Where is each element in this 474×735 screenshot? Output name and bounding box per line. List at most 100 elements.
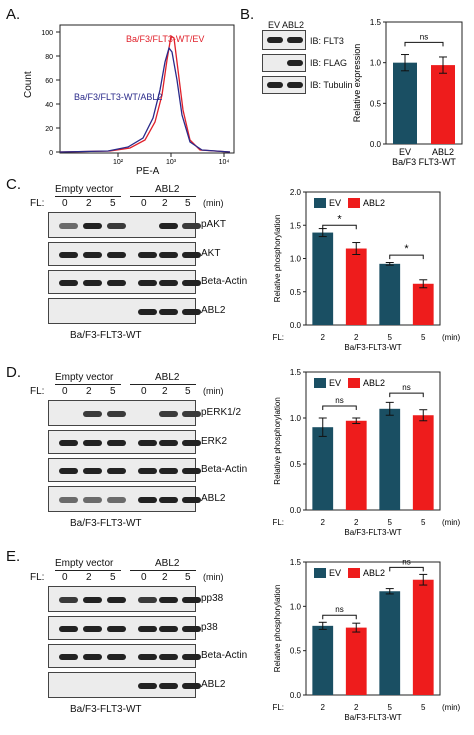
band [83,411,102,417]
bar-abl2-5 [412,283,434,325]
legend-label-abl2: ABL2 [363,198,385,208]
band [182,252,201,258]
y-tick-label: 0.5 [290,460,302,469]
category-label: 5 [388,333,393,342]
blot-label-tubulin: IB: Tubulin [310,80,353,90]
bar-abl2 [431,65,455,144]
blot-p38 [48,616,201,640]
fl-label: FL: [272,333,284,342]
y-tick-label: 1.5 [290,558,302,567]
y-tick-label: 1.5 [290,368,302,377]
sig-bracket [322,224,357,230]
chart-b-frame [385,21,463,145]
y-tick-label: 2.0 [290,188,302,197]
lane-conc: 5 [110,198,116,209]
blot-abl2 [48,298,201,324]
blot-flt3 [262,30,306,50]
bar-ev-5 [379,408,401,510]
unit-label: (min) [203,572,224,582]
lane-conc: 0 [62,198,68,209]
band [182,626,201,632]
band [107,497,126,503]
chart-frame [305,371,441,511]
bar-ev-2 [312,625,334,695]
bar-abl2-2 [345,420,367,510]
band [83,497,102,503]
blot-label: AKT [201,248,221,259]
bar-ev-5 [379,591,401,695]
lane-conc: 5 [185,198,191,209]
band [138,626,157,632]
band [138,683,157,689]
fl-label: FL: [272,518,284,527]
legend-label-abl2: ABL2 [363,378,385,388]
category-label: 2 [354,333,359,342]
band [182,440,201,446]
band [138,654,157,660]
blot-label: Beta-Actin [201,276,248,287]
band [59,497,78,503]
band [59,223,78,229]
chart-frame [305,561,441,696]
blot-akt [48,242,201,266]
band [59,626,78,632]
sig-label: ns [420,32,428,41]
band [182,468,201,474]
header-line-abl2 [130,384,196,385]
band [138,280,157,286]
lane-conc: 0 [62,572,68,583]
band [138,252,157,258]
legend-swatch-abl2 [348,568,360,578]
lane-conc: 0 [141,572,147,583]
band [107,252,126,258]
band [107,223,126,229]
x-tick-label: 10³ [166,159,177,166]
band [107,411,126,417]
y-tick-label: 1.0 [370,59,382,68]
category-label: 2 [321,703,326,712]
blot-label: p38 [201,622,218,633]
y-axis-label: Relative phosphorylation [273,397,282,485]
header-empty-vector: Empty vector [55,372,114,383]
header-line-abl2 [130,570,196,571]
sig-label: ns [335,396,343,405]
unit-label: (min) [442,703,461,712]
sig-label: ns [335,605,343,614]
bar-abl2-5 [412,415,434,510]
x-axis-label: Ba/F3 FLT3-WT [392,157,456,167]
blot-label: pERK1/2 [201,407,242,418]
sig-bracket [389,566,424,572]
band [159,440,178,446]
header-line-abl2 [130,196,196,197]
band [159,683,178,689]
band [159,411,178,417]
lane-conc: 2 [162,198,168,209]
category-label: 2 [321,518,326,527]
blot-label-flt3: IB: FLT3 [310,36,344,46]
panel-d-label: D. [6,364,21,381]
band [159,626,178,632]
band [138,497,157,503]
panel-c-label: C. [6,176,21,193]
lane-conc: 5 [185,572,191,583]
header-abl2: ABL2 [155,558,180,569]
lane-conc: 0 [141,198,147,209]
band [159,468,178,474]
y-tick-label: 1.5 [370,18,382,27]
y-axis-label: Relative phosphorylation [273,215,282,303]
fl-label: FL: [272,703,284,712]
y-tick-label: 0.5 [370,99,382,108]
blot-beta-actin [48,458,201,482]
sig-bracket [322,405,357,411]
lane-conc: 0 [141,386,147,397]
unit-label: (min) [203,198,224,208]
legend-swatch-abl2 [348,378,360,388]
band [83,223,102,229]
fl-label: FL: [30,572,45,583]
sig-label: * [337,213,342,225]
band [107,654,126,660]
band [83,597,102,603]
header-empty-vector: Empty vector [55,184,114,195]
blot-flag [262,54,306,72]
